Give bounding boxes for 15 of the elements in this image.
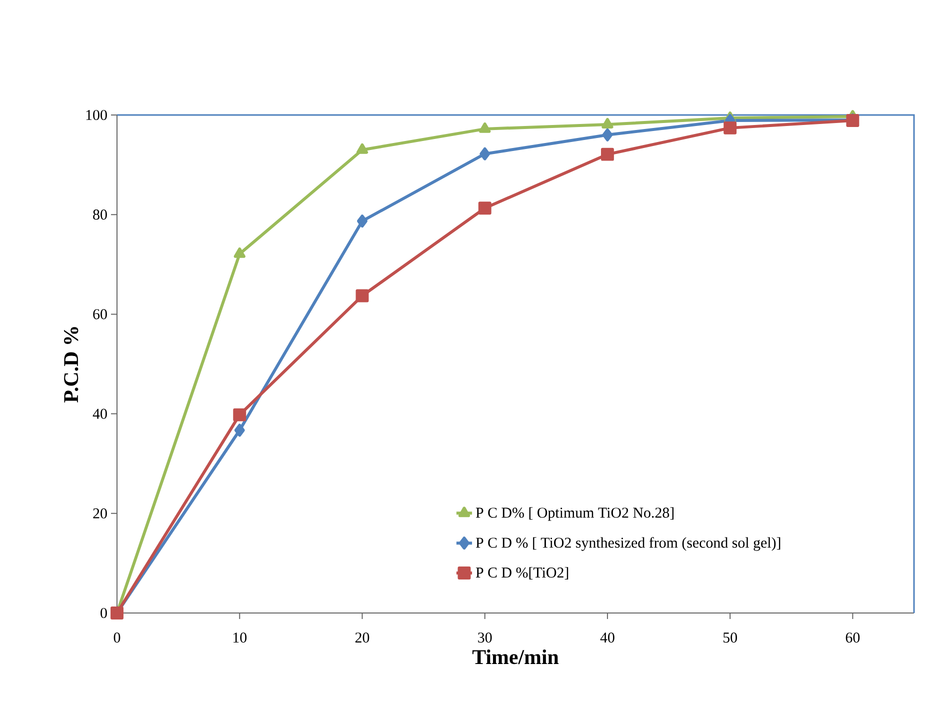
y-tick-label: 80	[93, 210, 107, 220]
x-axis-title: Time/min	[472, 649, 559, 664]
x-tick-label: 10	[233, 632, 247, 643]
x-tick-label: 40	[600, 632, 614, 643]
y-tick-label: 40	[92, 408, 107, 419]
x-tick-label: 0	[114, 632, 120, 643]
x-tick-label: 30	[478, 632, 492, 643]
y-tick-label: 100	[86, 110, 107, 120]
y-axis-title: P.C.D %	[64, 327, 78, 402]
x-tick-label: 60	[846, 632, 860, 643]
y-tick-label: 20	[93, 508, 107, 518]
y-tick-label: 0	[100, 608, 107, 618]
y-tick-label: 60	[93, 309, 107, 320]
x-tick-label: 20	[355, 632, 370, 643]
x-tick-label: 50	[723, 632, 737, 643]
